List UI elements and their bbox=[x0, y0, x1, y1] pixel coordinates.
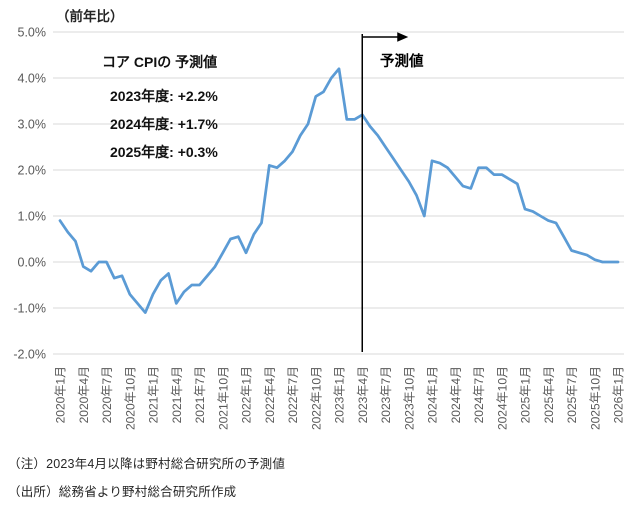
x-axis-tick-label: 2024年4月 bbox=[449, 366, 463, 423]
x-axis-tick-label: 2025年7月 bbox=[565, 366, 579, 423]
x-axis-tick-label: 2022年4月 bbox=[263, 366, 277, 423]
x-axis-tick-label: 2024年1月 bbox=[426, 366, 440, 423]
forecast-annotation-heading: コア CPIの 予測値 bbox=[102, 54, 218, 70]
x-axis-tick-label: 2020年10月 bbox=[123, 366, 137, 430]
y-axis-tick-label: 5.0% bbox=[18, 26, 47, 40]
y-axis-tick-label: 1.0% bbox=[18, 210, 47, 224]
chart-unit-title: （前年比） bbox=[56, 9, 124, 24]
x-axis-tick-label: 2020年1月 bbox=[54, 366, 68, 423]
x-axis-tick-label: 2023年7月 bbox=[379, 366, 393, 423]
forecast-annotation-fy2025: 2025年度: +0.3% bbox=[110, 144, 218, 160]
footnote-attribution: （出所）総務省より野村総合研究所作成 bbox=[8, 485, 237, 499]
y-axis-tick-label: 3.0% bbox=[18, 118, 47, 132]
x-axis-tick-label: 2021年10月 bbox=[216, 366, 230, 430]
x-axis-tick-label: 2021年4月 bbox=[170, 366, 184, 423]
x-axis-tick-label: 2025年1月 bbox=[519, 366, 533, 423]
line-chart-canvas: 5.0% 4.0% 3.0% 2.0% 1.0% 0.0% -1.0% -2.0% 2020年1… bbox=[13, 26, 626, 431]
forecast-arrow-head-icon bbox=[397, 32, 409, 42]
x-axis-tick-label: 2025年4月 bbox=[542, 366, 556, 423]
footnote-source-note: （注）2023年4月以降は野村総合研究所の予測値 bbox=[8, 457, 286, 471]
x-axis-tick-label: 2022年7月 bbox=[286, 366, 300, 423]
x-axis-tick-label: 2021年1月 bbox=[147, 366, 161, 423]
x-axis-tick-label: 2023年4月 bbox=[356, 366, 370, 423]
forecast-region-label: 予測値 bbox=[380, 54, 424, 70]
x-axis-tick-label: 2020年7月 bbox=[100, 366, 114, 423]
y-axis-tick-label: -2.0% bbox=[13, 348, 46, 362]
y-axis-tick-label: 4.0% bbox=[18, 72, 47, 86]
x-axis-tick-label: 2026年1月 bbox=[612, 366, 626, 423]
forecast-annotation-box: コア CPIの 予測値 2023年度: +2.2% 2024年度: +1.7% … bbox=[102, 53, 218, 166]
x-axis-tick-label: 2022年10月 bbox=[309, 366, 323, 430]
x-axis-tick-label: 2023年1月 bbox=[333, 366, 347, 423]
x-axis-tick-label: 2020年4月 bbox=[77, 366, 91, 423]
x-axis-tick-label: 2024年10月 bbox=[495, 366, 509, 430]
y-axis-tick-label: 0.0% bbox=[18, 256, 47, 270]
x-axis-tick-label: 2022年1月 bbox=[240, 366, 254, 423]
x-axis-tick-label: 2024年7月 bbox=[472, 366, 486, 423]
forecast-annotation-fy2023: 2023年度: +2.2% bbox=[110, 88, 218, 104]
x-axis-tick-label: 2025年10月 bbox=[588, 366, 602, 430]
core-cpi-line-series bbox=[58, 67, 620, 314]
forecast-annotation-fy2024: 2024年度: +1.7% bbox=[110, 116, 218, 132]
y-axis-tick-label: -1.0% bbox=[13, 302, 46, 316]
x-axis-tick-label: 2021年7月 bbox=[193, 366, 207, 423]
x-axis-tick-label: 2023年10月 bbox=[402, 366, 416, 430]
y-axis-tick-label: 2.0% bbox=[18, 164, 47, 178]
